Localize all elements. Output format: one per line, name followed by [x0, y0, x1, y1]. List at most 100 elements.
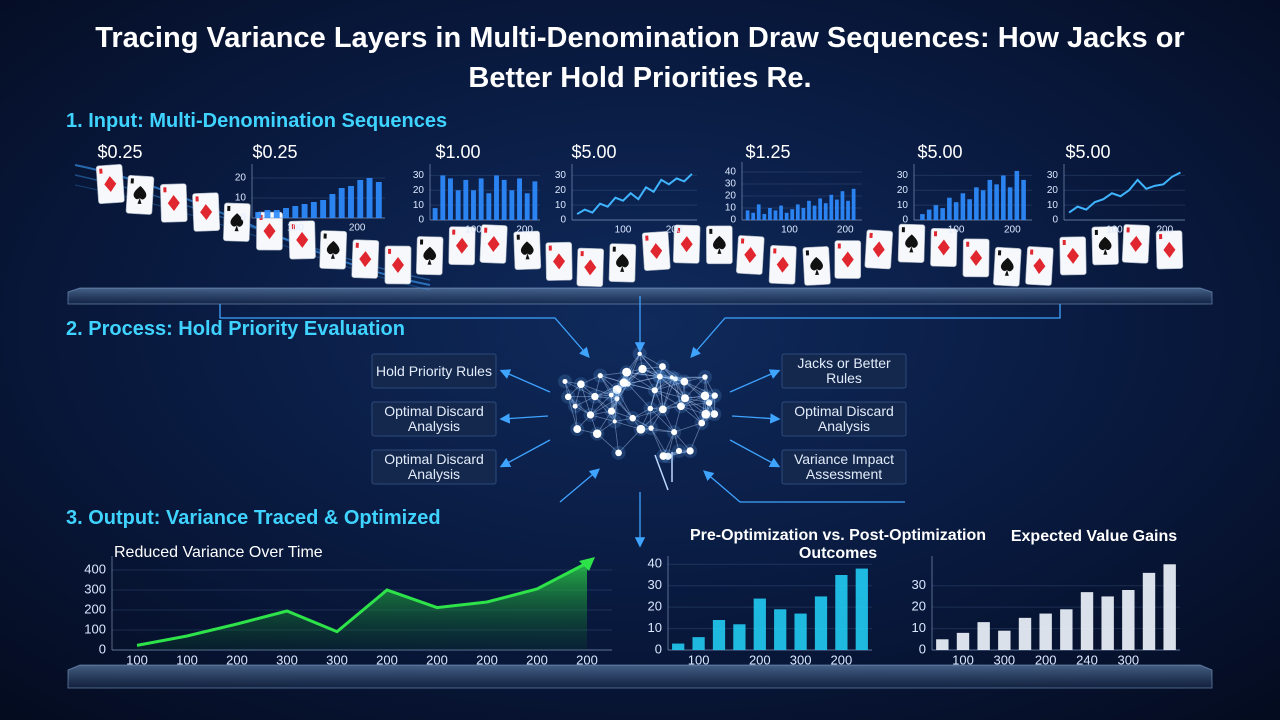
neural-link: [596, 410, 612, 434]
playing-card: [736, 235, 765, 275]
x-tick-label: 100: [176, 652, 198, 667]
bar: [840, 191, 845, 220]
playing-card: [864, 229, 894, 270]
neural-link: [632, 417, 652, 429]
process-box: [781, 401, 907, 437]
bar: [751, 212, 756, 220]
bar: [835, 575, 848, 650]
neural-link: [649, 390, 656, 409]
y-tick-label: 0: [919, 641, 926, 656]
neural-link: [616, 383, 629, 399]
neural-link: [642, 368, 672, 378]
bar: [509, 190, 515, 220]
suit: [872, 241, 885, 258]
x-tick-label: 100: [952, 652, 974, 667]
x-tick-label: 200: [476, 652, 498, 667]
y-tick-label: 20: [235, 173, 247, 184]
y-tick-label: 20: [555, 185, 567, 196]
y-tick-label: 0: [655, 641, 662, 656]
neural-node: [577, 380, 585, 389]
neural-node: [700, 391, 710, 401]
suit: [455, 237, 468, 254]
y-tick-label: 20: [912, 599, 926, 614]
process-box: [781, 353, 907, 389]
bar: [835, 199, 839, 220]
card-pip: [869, 232, 873, 239]
bar: [756, 204, 761, 220]
y-tick-label: 20: [413, 185, 425, 196]
neural-link: [627, 383, 655, 391]
neural-node: [636, 424, 646, 434]
suit: [680, 236, 693, 253]
neural-node: [637, 351, 642, 356]
bar: [1014, 170, 1020, 220]
neural-link: [632, 408, 651, 419]
x-tick-label: 200: [526, 652, 548, 667]
playing-card: [513, 230, 542, 271]
bar: [1039, 613, 1052, 650]
neural-link: [594, 396, 616, 422]
bar: [774, 609, 787, 650]
neural-node: [638, 364, 647, 374]
y-tick-label: 0: [902, 215, 908, 226]
bar: [779, 205, 783, 220]
bar: [1080, 592, 1094, 650]
bar: [818, 198, 822, 220]
bar: [292, 206, 299, 218]
neural-link: [616, 389, 634, 419]
x-tick-label: 300: [1117, 652, 1139, 667]
bar: [926, 209, 932, 220]
bar: [310, 202, 317, 218]
y-tick-label: 0: [418, 215, 424, 226]
neural-link: [614, 398, 618, 422]
bar: [855, 568, 868, 650]
card-pip: [1030, 249, 1034, 255]
bar: [320, 200, 327, 218]
y-tick-label: 200: [84, 601, 106, 616]
denomination-label: $0.25: [97, 142, 142, 162]
neural-link: [580, 383, 612, 396]
neural-node: [619, 378, 629, 387]
x-tick-label: 300: [326, 652, 348, 667]
card-sequence: [95, 164, 1184, 287]
neural-node: [615, 449, 622, 457]
card-pip: [130, 178, 134, 184]
bar: [494, 175, 499, 220]
suit: [650, 243, 663, 260]
card-pip: [676, 227, 681, 233]
bar: [432, 208, 438, 220]
suit: [841, 251, 854, 268]
card-pip: [1062, 240, 1066, 246]
suit: [905, 234, 918, 253]
neural-node: [608, 392, 614, 398]
y-tick-label: 30: [1047, 170, 1059, 181]
neural-link: [675, 378, 682, 407]
neural-link: [680, 381, 685, 407]
bar: [692, 637, 705, 650]
neural-node: [572, 403, 578, 409]
x-tick-label: 200: [831, 652, 853, 667]
denomination-label: $5.00: [917, 142, 962, 162]
line-series: [576, 173, 693, 215]
card-pip: [580, 251, 584, 257]
neural-link: [662, 397, 686, 410]
x-tick-label: 300: [790, 652, 812, 667]
suit: [104, 176, 117, 193]
neural-link: [567, 396, 591, 416]
chart: 0 10 20 30 100 200: [555, 164, 697, 236]
bar: [936, 639, 949, 650]
bar: [712, 620, 726, 650]
playing-card: [160, 183, 188, 223]
card-pip: [709, 228, 713, 234]
neural-link: [650, 427, 669, 457]
neural-node: [597, 373, 603, 379]
section-label: 1. Input: Multi-Denomination Sequences: [66, 110, 448, 132]
bar: [264, 210, 271, 218]
chart: 0 10 20 100 200: [235, 164, 385, 234]
neural-node: [702, 374, 708, 380]
neural-link: [689, 422, 703, 452]
neural-node: [648, 425, 654, 431]
bar: [762, 214, 767, 220]
neural-node: [651, 387, 658, 394]
